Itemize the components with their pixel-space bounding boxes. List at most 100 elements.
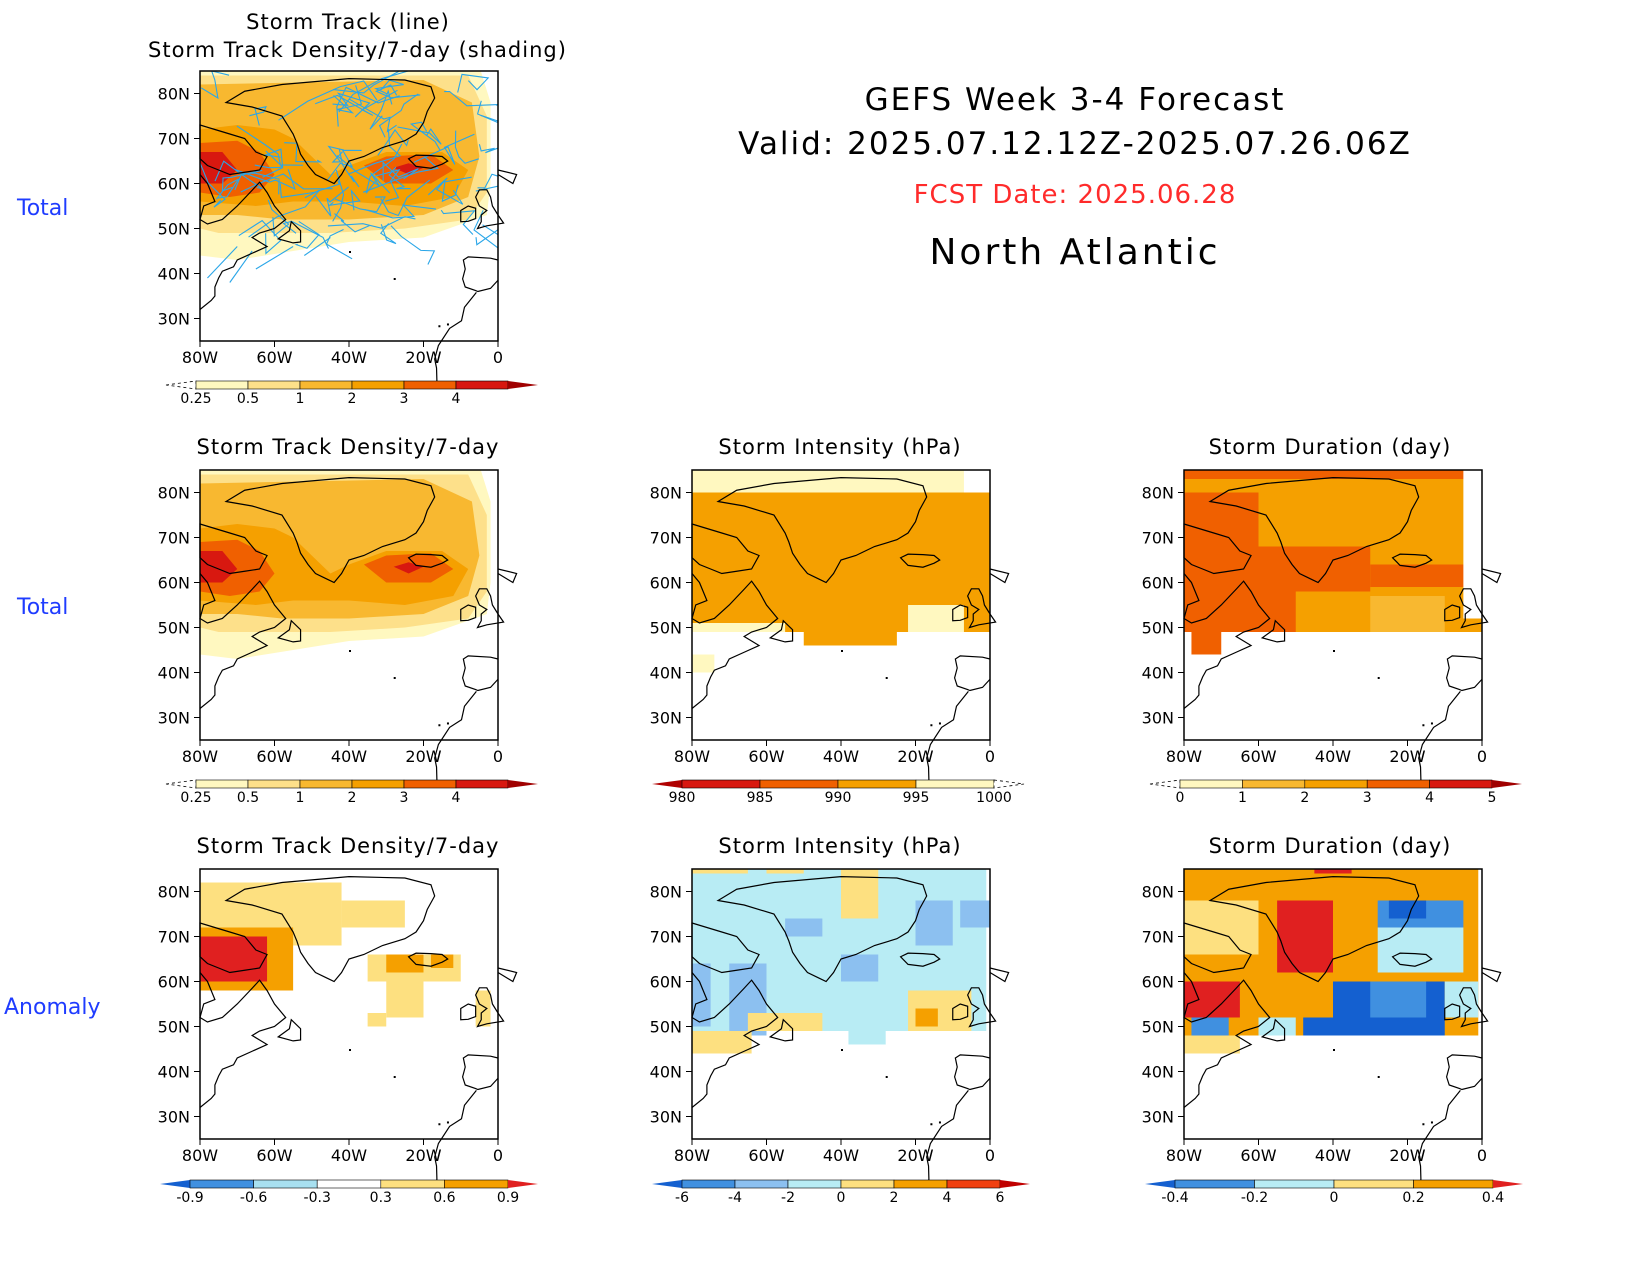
- colorbar-label: 0: [1330, 1190, 1339, 1206]
- lat-label: 80N: [1142, 484, 1174, 503]
- grid-cell: [386, 981, 424, 1018]
- colorbar-label: -0.6: [240, 1190, 267, 1206]
- lon-label: 80W: [1166, 747, 1202, 766]
- storm-track: [333, 71, 413, 94]
- grid-cell: [915, 1008, 938, 1027]
- grid-cell: [367, 1013, 387, 1027]
- colorbar-bin: [189, 1179, 254, 1189]
- lat-label: 70N: [158, 928, 190, 947]
- coastline: [1445, 655, 1483, 692]
- storm-track: [325, 229, 353, 260]
- storm-track: [362, 156, 440, 193]
- colorbar-left-end: [165, 380, 197, 390]
- colorbar-label: 0.4: [1482, 1190, 1504, 1206]
- storm-track: [369, 89, 393, 130]
- storm-track: [338, 71, 409, 113]
- coastline: [716, 477, 928, 584]
- island-dot: [349, 1049, 351, 1051]
- colorbar-label: 990: [825, 790, 852, 806]
- lon-label: 60W: [748, 1146, 784, 1165]
- storm-track: [327, 149, 362, 181]
- colorbar-bin: [299, 779, 353, 789]
- colorbar-bin: [1333, 1179, 1414, 1189]
- colorbar-bin: [195, 380, 249, 390]
- coastline: [199, 124, 268, 176]
- colorbar-right-end: [508, 1180, 538, 1188]
- colorbar-bin: [1179, 779, 1243, 789]
- lon-label: 80W: [674, 747, 710, 766]
- lon-label: 20W: [405, 1146, 441, 1165]
- lon-label: 40W: [823, 747, 859, 766]
- coastline: [952, 1003, 969, 1021]
- coastline: [966, 987, 997, 1028]
- lat-label: 80N: [650, 883, 682, 902]
- colorbar-label: 4: [943, 1190, 952, 1206]
- storm-track: [240, 173, 333, 193]
- storm-track: [278, 80, 378, 121]
- lon-label: 60W: [256, 348, 292, 367]
- coastline: [1183, 573, 1271, 709]
- grid-cell: [1258, 1017, 1296, 1036]
- island-dot: [438, 1123, 441, 1126]
- storm-track: [336, 86, 400, 127]
- island-dot: [930, 724, 933, 727]
- storm-track: [374, 84, 421, 99]
- coastline: [989, 967, 1010, 983]
- island-dot: [938, 722, 941, 725]
- island-dot: [349, 251, 351, 253]
- colorbar-bin: [1429, 779, 1493, 789]
- coastline: [1183, 972, 1271, 1108]
- lat-label: 70N: [650, 928, 682, 947]
- lat-label: 30N: [1142, 709, 1174, 728]
- storm-track: [427, 177, 464, 205]
- island-dot: [938, 1121, 941, 1124]
- storm-track: [207, 246, 238, 279]
- storm-track: [397, 126, 442, 145]
- title-line-2: Valid: 2025.07.12.12Z-2025.07.26.06Z: [738, 126, 1412, 162]
- colorbar-label: 4: [452, 391, 461, 407]
- storm-track: [215, 178, 240, 200]
- lat-label: 40N: [1142, 664, 1174, 683]
- lat-label: 30N: [158, 709, 190, 728]
- grid-cell: [1388, 900, 1427, 919]
- grid-cell: [848, 1026, 886, 1045]
- island-dot: [438, 325, 441, 328]
- panel6-map: 80N 70N 60N 50N 40N 30N 80W 60W 40W 20W 0: [650, 868, 1010, 1186]
- coastline: [199, 523, 268, 575]
- storm-track: [248, 189, 320, 238]
- coastline: [199, 573, 287, 709]
- island-dot: [1333, 650, 1335, 652]
- grid-cell: [1191, 627, 1222, 655]
- lon-label: 20W: [1389, 747, 1425, 766]
- lat-label: 70N: [1142, 529, 1174, 548]
- colorbar-bin: [455, 380, 509, 390]
- coastline: [1445, 1054, 1483, 1091]
- grid-cell: [896, 632, 990, 646]
- lat-label: 40N: [158, 664, 190, 683]
- colorbar-bin: [681, 779, 761, 789]
- storm-track: [294, 221, 320, 249]
- coastline: [199, 174, 287, 310]
- lon-label: 40W: [331, 1146, 367, 1165]
- colorbar-label: 3: [400, 790, 409, 806]
- coastline: [199, 972, 287, 1108]
- storm-track: [409, 121, 441, 151]
- colorbar-bin: [403, 779, 457, 789]
- storm-track: [475, 228, 498, 246]
- lon-label: 80W: [674, 1146, 710, 1165]
- island-dot: [349, 650, 351, 652]
- colorbar-label: 2: [1300, 790, 1309, 806]
- colorbar-bin: [787, 1179, 842, 1189]
- panel5-map: 80N 70N 60N 50N 40N 30N 80W 60W 40W 20W 0: [158, 868, 518, 1186]
- density-contour: [200, 524, 469, 605]
- coastline: [925, 1090, 969, 1186]
- grid-cell: [475, 990, 491, 1027]
- coastline: [691, 523, 760, 575]
- grid-cell: [785, 918, 823, 937]
- coastline: [1183, 523, 1252, 575]
- colorbar-label: -0.4: [1161, 1190, 1188, 1206]
- storm-track: [255, 246, 294, 270]
- coastline: [966, 588, 997, 629]
- storm-track: [478, 144, 498, 154]
- panel3-map: 80N 70N 60N 50N 40N 30N 80W 60W 40W 20W 0: [650, 469, 1010, 787]
